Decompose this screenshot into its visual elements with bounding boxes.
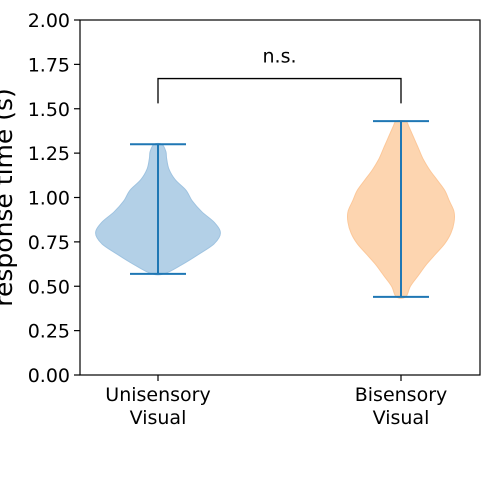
x-tick-label-line2: Visual xyxy=(373,407,430,429)
y-tick-label: 0.75 xyxy=(28,232,70,254)
y-tick-label: 2.00 xyxy=(28,10,70,32)
y-tick-label: 0.50 xyxy=(28,276,70,298)
extrema-lines-layer xyxy=(130,120,429,298)
y-tick-label: 1.50 xyxy=(28,99,70,121)
bracket-line xyxy=(157,77,402,104)
y-tick-label: 1.75 xyxy=(28,54,70,76)
y-axis-ticks: 0.00 0.25 0.50 0.75 1.00 1.25 1.50 1.75 2.00 xyxy=(28,10,80,387)
y-tick-label: 0.00 xyxy=(28,365,70,387)
y-axis-title: response time (s) xyxy=(0,88,18,306)
y-tick-label: 1.25 xyxy=(28,143,70,165)
significance-bracket xyxy=(157,77,402,104)
x-tick-label-line2: Visual xyxy=(130,407,187,429)
x-tick-label-line1: Unisensory xyxy=(105,384,210,406)
y-tick-label: 1.00 xyxy=(28,188,70,210)
y-tick-label: 0.25 xyxy=(28,321,70,343)
x-tick-label-line1: Bisensory xyxy=(355,384,448,406)
significance-label: n.s. xyxy=(262,46,296,68)
